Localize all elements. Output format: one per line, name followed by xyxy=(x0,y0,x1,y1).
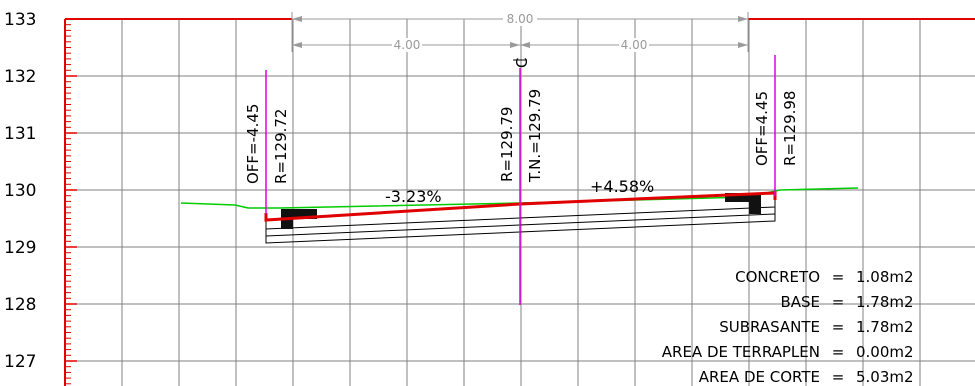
area-equals: = xyxy=(832,343,845,361)
dim-arrow xyxy=(510,42,520,48)
area-label: AREA DE TERRAPLEN xyxy=(662,343,820,361)
right-slope-label: +4.58% xyxy=(590,177,654,196)
area-label: CONCRETO xyxy=(735,268,820,286)
dim-arrow xyxy=(292,42,302,48)
area-value: 1.78m2 xyxy=(856,293,914,311)
area-label: BASE xyxy=(780,293,820,311)
area-label: AREA DE CORTE xyxy=(699,368,820,386)
dim-right-label: 4.00 xyxy=(621,38,648,52)
y-axis-ticks: 133 132 131 130 129 128 127 xyxy=(4,10,77,385)
area-value: 1.78m2 xyxy=(856,318,914,336)
left-slope-label: -3.23% xyxy=(385,187,442,206)
area-value: 0.00m2 xyxy=(856,343,914,361)
y-tick-label: 130 xyxy=(4,181,36,201)
dim-arrow xyxy=(738,16,748,22)
left-offset-label: OFF=-4.45 xyxy=(244,104,262,184)
area-equals: = xyxy=(832,318,845,336)
dimension-lines: 8.00 4.00 4.00 xyxy=(291,12,749,52)
center-terrain-label: T.N.=129.79 xyxy=(526,89,544,183)
area-value: 5.03m2 xyxy=(856,368,914,386)
dim-left-label: 4.00 xyxy=(394,38,421,52)
right-elevation-label: R=129.98 xyxy=(781,91,799,166)
curb-right xyxy=(725,193,761,214)
y-tick-label: 133 xyxy=(4,10,36,30)
y-tick-label: 131 xyxy=(4,124,36,144)
dim-arrow xyxy=(292,16,302,22)
left-elevation-label: R=129.72 xyxy=(272,109,290,184)
area-equals: = xyxy=(832,368,845,386)
dim-arrow xyxy=(520,42,530,48)
right-offset-label: OFF=4.45 xyxy=(753,91,771,166)
center-elevation-label: R=129.79 xyxy=(498,107,516,182)
y-tick-label: 129 xyxy=(4,238,36,258)
y-tick-label: 127 xyxy=(4,352,36,372)
area-equals: = xyxy=(832,268,845,286)
dim-arrow xyxy=(738,42,748,48)
y-tick-label: 128 xyxy=(4,295,36,315)
area-value: 1.08m2 xyxy=(856,268,914,286)
y-tick-label: 132 xyxy=(4,67,36,87)
centerline-symbol: C xyxy=(513,58,531,68)
dim-total-label: 8.00 xyxy=(507,12,534,26)
area-label: SUBRASANTE xyxy=(719,318,820,336)
curb-left xyxy=(281,209,317,229)
area-summary: CONCRETO = 1.08m2 BASE = 1.78m2 SUBRASANTE = 1.7… xyxy=(662,268,914,386)
area-equals: = xyxy=(832,293,845,311)
frame-border xyxy=(64,18,975,386)
